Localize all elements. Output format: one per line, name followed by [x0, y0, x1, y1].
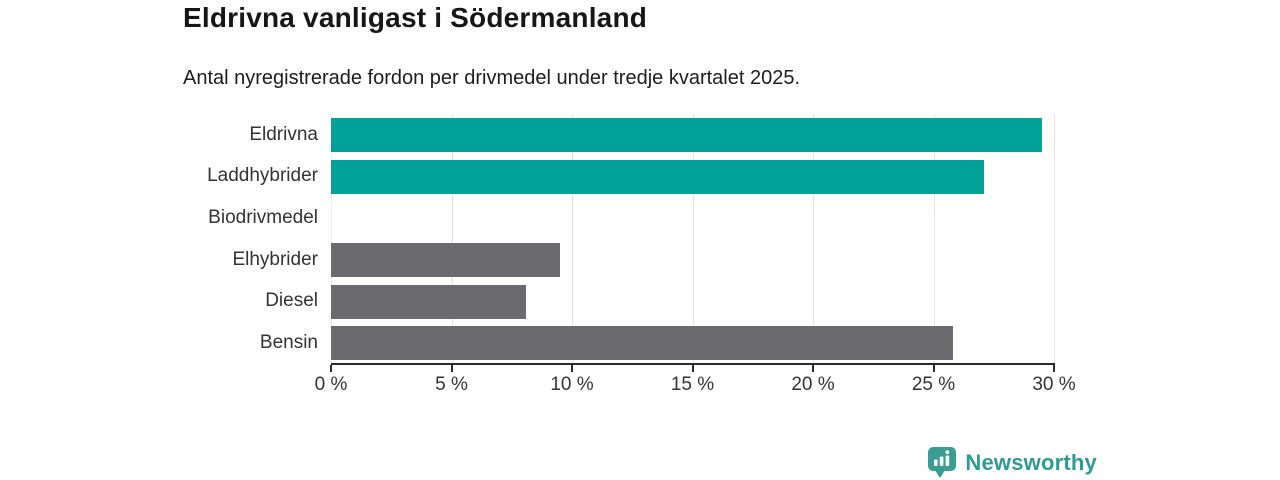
gridline [933, 114, 935, 364]
x-axis-tick [1053, 365, 1055, 372]
x-axis-line [331, 363, 1055, 365]
category-label: Bensin [259, 332, 318, 354]
x-axis-tick-label: 30 % [1032, 374, 1076, 395]
bar-laddhybrider [331, 159, 985, 194]
gridline [572, 114, 573, 364]
plot-area [331, 114, 1055, 364]
x-axis-tick [932, 365, 935, 372]
category-label: Biodrivmedel [208, 207, 318, 229]
x-axis-tick-label: 25 % [911, 374, 956, 395]
bar-eldrivna [331, 117, 1042, 152]
x-axis-tick-label: 20 % [791, 374, 835, 395]
chart-title: Eldrivna vanligast i Södermanland [183, 2, 648, 33]
x-axis-tick [450, 365, 453, 372]
gridline [451, 114, 453, 364]
gridline [813, 114, 814, 364]
x-axis-tick-label: 5 % [435, 374, 468, 395]
gridline [331, 114, 332, 364]
category-label-column: Eldrivna Laddhybrider Biodrivmedel Elhybrid… [0, 114, 318, 364]
x-axis-tick [691, 365, 694, 372]
x-axis-tick [330, 365, 332, 372]
gridline [692, 114, 694, 364]
gridline [1054, 114, 1055, 364]
x-axis-tick-label: 15 % [670, 374, 715, 395]
category-label: Eldrivna [249, 123, 318, 145]
brand-footer: Newsworthy [927, 446, 1097, 479]
x-axis-tick [571, 365, 573, 372]
bar-bensin [331, 326, 953, 361]
x-axis-tick-label: 0 % [314, 374, 348, 395]
category-label: Laddhybrider [207, 165, 318, 187]
category-label: Elhybrider [232, 248, 318, 270]
brand-name: Newsworthy [965, 449, 1097, 475]
bar-diesel [331, 284, 527, 319]
newsworthy-logo-icon [928, 447, 957, 478]
x-axis-tick [812, 365, 814, 372]
category-label: Diesel [265, 290, 318, 312]
bar-elhybrider [331, 242, 560, 277]
x-axis-tick-label: 10 % [550, 374, 594, 395]
chart-subtitle: Antal nyregistrerade fordon per drivmede… [183, 67, 801, 89]
